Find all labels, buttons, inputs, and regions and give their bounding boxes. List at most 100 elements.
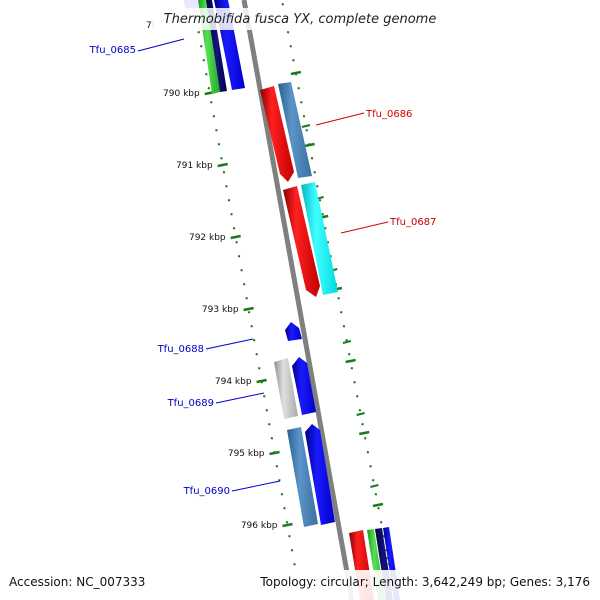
gene-labels: Tfu_0685 Tfu_0686 Tfu_0687 Tfu_0688 Tfu_…	[89, 45, 437, 497]
ruler-major-tick	[345, 358, 356, 364]
gene-label-tfu-0686[interactable]: Tfu_0686	[365, 109, 412, 120]
gene-feature[interactable]	[260, 86, 294, 182]
ruler-dot	[290, 549, 294, 552]
ruler-minor-tick	[370, 484, 379, 488]
gene-feature[interactable]	[278, 82, 312, 178]
ruler-dot	[200, 45, 203, 48]
ruler-dot	[197, 31, 201, 34]
map-title: Thermobifida fusca YX, complete genome	[164, 12, 437, 27]
ruler-dot	[363, 437, 367, 440]
inner-ruler: 790 kbp 791 kbp 792 kbp 793 kbp 794 kbp 795 k…	[163, 3, 296, 566]
ruler-dot	[348, 353, 351, 356]
ruler-dot	[340, 311, 343, 314]
gene-feature[interactable]	[274, 358, 298, 419]
accession-text: Accession: NC_007333	[9, 575, 145, 589]
ruler-dot	[235, 241, 238, 244]
tick-label: 793 kbp	[202, 305, 239, 315]
ruler-dot	[288, 535, 291, 538]
ruler-dot	[289, 45, 292, 48]
gene-feature[interactable]	[301, 182, 338, 295]
partial-tick-label: 7l	[146, 21, 154, 31]
ruler-dot	[217, 143, 221, 146]
gene-label-tfu-0687[interactable]: Tfu_0687	[389, 217, 436, 228]
tick-label: 791 kbp	[176, 161, 213, 171]
ruler-dot	[280, 493, 284, 496]
ruler-dot	[324, 227, 327, 230]
ruler-dot	[240, 269, 243, 272]
ruler-dot	[202, 59, 206, 62]
ruler-dot	[268, 423, 271, 426]
ruler-dot	[247, 311, 251, 314]
ruler-dot	[207, 87, 211, 90]
ruler-dot	[237, 255, 241, 258]
ruler-dot	[283, 507, 286, 510]
ruler-minor-tick	[356, 412, 365, 416]
gene-feature[interactable]	[292, 357, 316, 415]
ruler-dot	[366, 451, 370, 454]
ruler-dot	[292, 59, 295, 62]
ruler-dot	[353, 381, 356, 384]
tick-label: 790 kbp	[163, 89, 200, 99]
tick-label: 794 kbp	[215, 377, 252, 387]
ruler-dot	[242, 283, 246, 286]
tick-label: 796 kbp	[241, 521, 278, 531]
ruler-dot	[302, 115, 306, 118]
ruler-major-tick	[359, 430, 370, 436]
ruler-dot	[232, 227, 236, 230]
ruler-dot	[257, 367, 261, 370]
ruler-dot	[263, 395, 266, 398]
ruler-major-tick	[230, 234, 241, 240]
ruler-major-tick	[256, 378, 267, 384]
ruler-dot	[227, 199, 231, 202]
ruler-dot	[215, 129, 218, 132]
gene-label-tfu-0685[interactable]: Tfu_0685	[89, 45, 136, 56]
gene-label-tfu-0688[interactable]: Tfu_0688	[157, 344, 204, 355]
gene-label-tfu-0689[interactable]: Tfu_0689	[167, 398, 214, 409]
tick-label: 795 kbp	[228, 449, 265, 459]
ruler-minor-tick	[301, 124, 311, 128]
ruler-dot	[300, 101, 303, 104]
ruler-dot	[379, 521, 383, 524]
ruler-dot	[371, 479, 375, 482]
ruler-dot	[210, 101, 213, 104]
ruler-major-tick	[243, 306, 254, 312]
ruler-dot	[275, 465, 279, 468]
ruler-dot	[310, 157, 314, 160]
ruler-dot	[377, 507, 380, 510]
ruler-dot	[297, 87, 300, 90]
ruler-dot	[293, 563, 296, 566]
ruler-dot	[220, 157, 223, 160]
ruler-dot	[255, 353, 258, 356]
gene-label-tfu-0690[interactable]: Tfu_0690	[183, 486, 230, 497]
ruler-major-tick	[372, 502, 384, 508]
ruler-dot	[250, 325, 253, 328]
ruler-dot	[285, 521, 289, 524]
gene-feature[interactable]	[305, 424, 335, 525]
ruler-major-tick	[269, 450, 280, 456]
ruler-dot	[355, 395, 359, 398]
gene-feature[interactable]	[287, 427, 318, 527]
ruler-dot	[313, 171, 316, 174]
label-leaders	[137, 38, 389, 492]
ruler-dot	[358, 409, 362, 412]
ruler-dot	[345, 339, 348, 342]
ruler-dot	[337, 297, 340, 300]
ruler-dot	[318, 199, 322, 202]
ruler-dot	[305, 129, 308, 132]
ruler-dot	[281, 3, 285, 6]
ruler-major-tick	[282, 522, 293, 528]
summary-text: Topology: circular; Length: 3,642,249 bp…	[259, 575, 590, 589]
ruler-minor-tick	[342, 340, 352, 344]
ruler-dot	[316, 185, 319, 188]
ruler-dot	[342, 325, 346, 328]
gene-feature[interactable]	[283, 186, 320, 297]
gene-feature[interactable]	[285, 322, 302, 341]
ruler-major-tick	[290, 70, 302, 76]
gene-features	[184, 0, 400, 600]
ruler-dot	[361, 423, 364, 426]
ruler-dot	[286, 31, 290, 34]
ruler-dot	[369, 465, 372, 468]
ruler-major-tick	[304, 142, 315, 148]
ruler-dot	[374, 493, 378, 496]
